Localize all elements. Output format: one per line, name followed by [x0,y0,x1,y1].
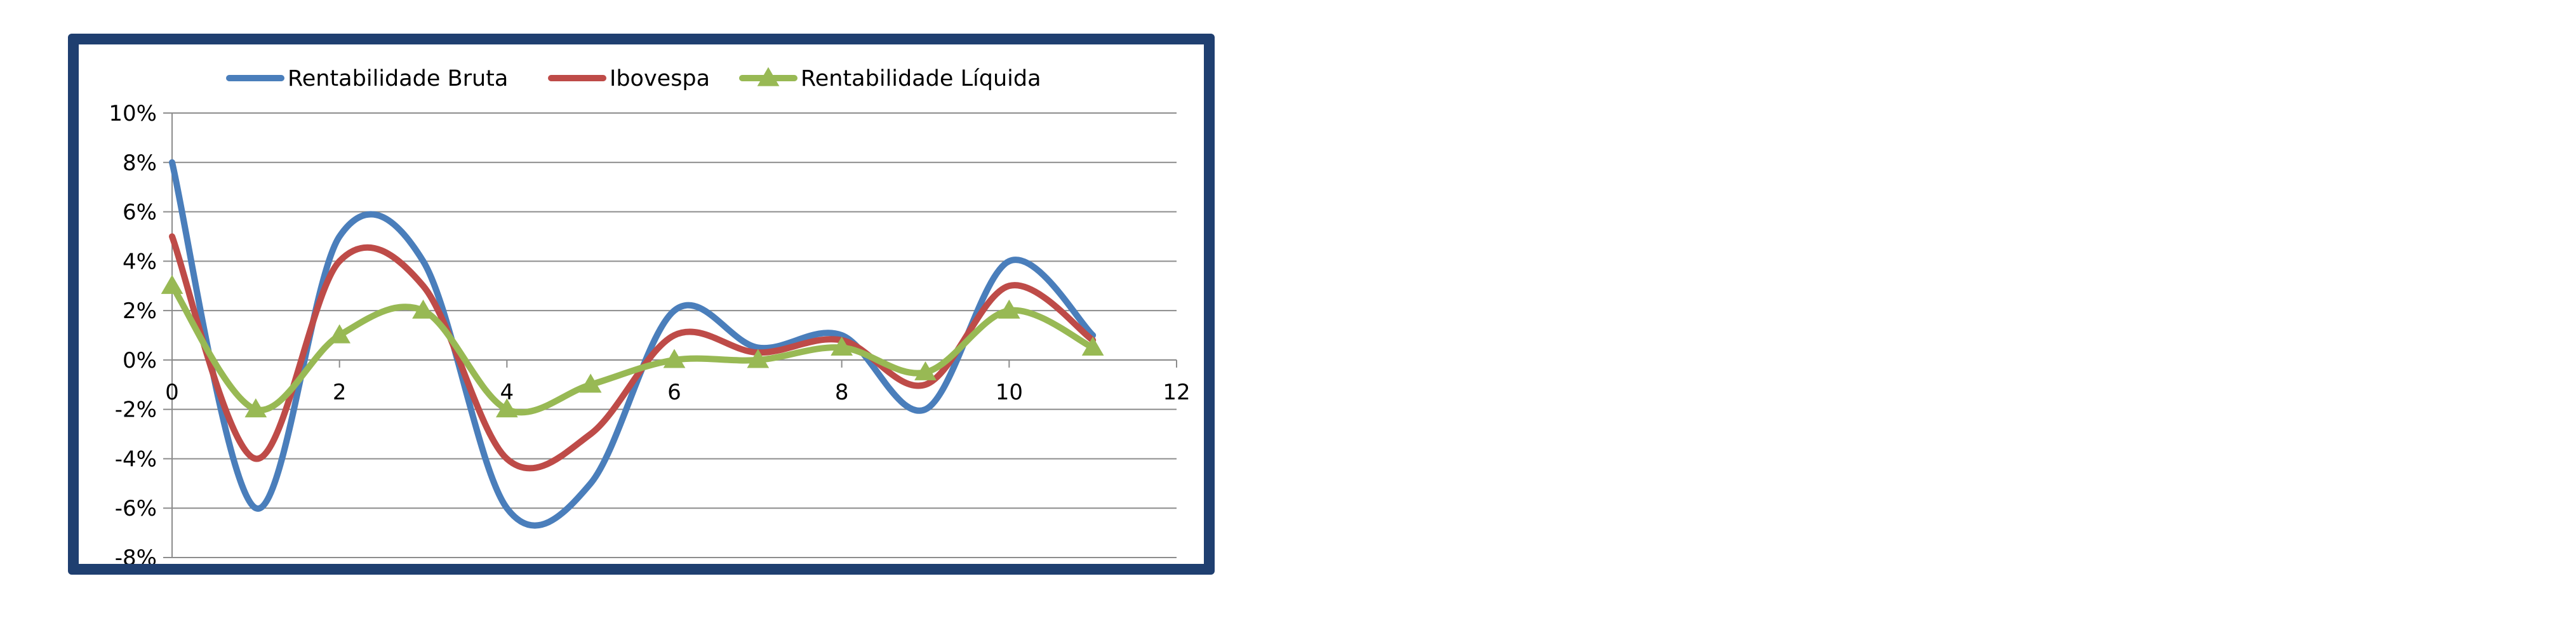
y-tick-label: -4% [115,446,157,472]
y-tick-label: 4% [123,249,157,274]
data-point-rentabilidade-liquida [1081,337,1104,356]
chart-series [161,159,1104,529]
y-tick-label: 10% [109,101,157,126]
chart-legend: Rentabilidade Bruta Ibovespa Rentabilidade… [226,66,1041,91]
y-tick-label: 0% [123,348,157,373]
y-tick-label: 6% [123,200,157,225]
line-chart: Rentabilidade Bruta Ibovespa Rentabilidade… [109,66,1191,564]
x-tick-label: 2 [333,380,347,405]
x-tick-label: 0 [165,380,179,405]
data-point-rentabilidade-liquida [663,349,686,368]
y-tick-label: 2% [123,298,157,324]
chart-frame: Rentabilidade Bruta Ibovespa Rentabilidade… [68,34,1215,575]
data-point-rentabilidade-liquida [831,337,853,356]
y-tick-label: -8% [115,545,157,564]
data-point-rentabilidade-liquida [412,299,434,319]
x-tick-label: 12 [1163,380,1190,405]
y-tick-label: 8% [123,150,157,176]
y-tick-label: -2% [115,398,157,423]
legend-item-ibovespa: Ibovespa [548,66,710,91]
data-point-rentabilidade-liquida [914,361,937,380]
x-tick-label: 10 [996,380,1023,405]
legend-marker [757,67,780,86]
y-axis-ticks: 10% 8% 6% 4% 2% 0% -2% -4% -6% -8% [109,101,172,564]
legend-label: Rentabilidade Líquida [801,66,1041,91]
legend-label: Rentabilidade Bruta [288,66,508,91]
data-point-rentabilidade-liquida [495,398,518,418]
data-point-rentabilidade-liquida [579,373,602,393]
data-point-rentabilidade-liquida [747,349,770,368]
x-axis-ticks: 0 2 4 6 8 10 12 [165,359,1191,405]
series-line-rentabilidade-liquida [169,283,1097,416]
legend-label: Ibovespa [610,66,710,91]
x-tick-label: 8 [835,380,849,405]
y-tick-label: -6% [115,496,157,521]
data-point-rentabilidade-liquida [328,324,351,344]
data-point-rentabilidade-liquida [244,398,267,418]
legend-item-rentabilidade-liquida: Rentabilidade Líquida [739,66,1041,91]
data-point-rentabilidade-liquida [161,274,184,294]
x-tick-label: 4 [500,380,514,405]
series-line-rentabilidade-bruta [169,159,1097,529]
x-tick-label: 6 [667,380,681,405]
data-point-rentabilidade-liquida [998,299,1020,319]
legend-item-rentabilidade-bruta: Rentabilidade Bruta [226,66,508,91]
gridlines [172,112,1177,558]
